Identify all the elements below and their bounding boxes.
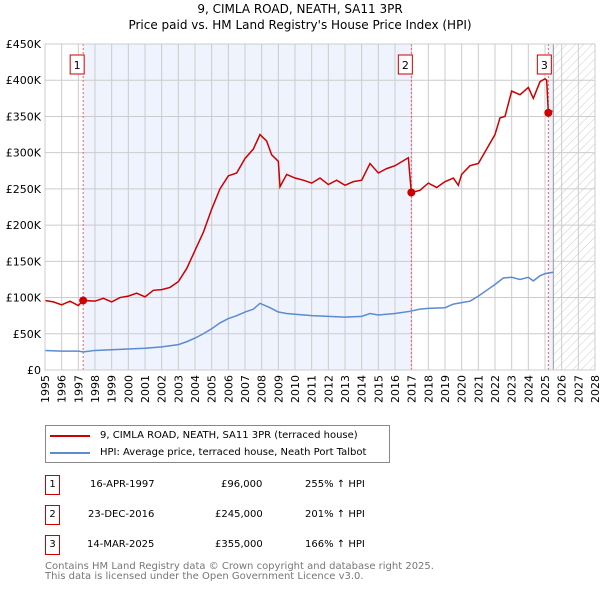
sale-label-box [69, 54, 85, 75]
sale-marker: 1 [45, 475, 60, 495]
sale-marker: 3 [45, 535, 60, 555]
sale-point [544, 108, 553, 117]
y-tick-label: £0 [27, 364, 41, 377]
x-tick-label: 2001 [139, 375, 152, 403]
plot-border [44, 43, 596, 371]
x-tick-label: 2002 [156, 375, 169, 403]
legend-swatch [50, 451, 90, 454]
x-tick-label: 1996 [56, 375, 69, 403]
x-tick-label: 2014 [356, 375, 369, 403]
y-tick-label: £200K [6, 219, 42, 232]
forecast-hatch [553, 44, 595, 370]
legend-item-property: 9, CIMLA ROAD, NEATH, SA11 3PR (terraced… [50, 430, 358, 441]
legend: 9, CIMLA ROAD, NEATH, SA11 3PR (terraced… [45, 425, 390, 463]
x-tick-label: 2013 [339, 375, 352, 403]
y-tick-label: £300K [6, 147, 42, 160]
sale-price: £355,000 [215, 539, 263, 550]
x-tick-label: 1995 [39, 375, 52, 403]
x-tick-label: 2011 [306, 375, 319, 403]
x-tick-label: 2008 [256, 375, 269, 403]
footer-licence: This data is licensed under the Open Gov… [45, 571, 364, 582]
sale-row: 2 23-DEC-2016 £245,000 201% ↑ HPI [45, 505, 445, 525]
sale-label: 1 [74, 59, 81, 72]
x-tick-label: 2025 [539, 375, 552, 403]
ownership-band [548, 44, 554, 370]
y-tick-label: £350K [6, 110, 42, 123]
sale-marker: 2 [45, 505, 60, 525]
hpi-line [44, 271, 554, 353]
y-tick-label: £450K [6, 38, 42, 51]
property-line [44, 77, 553, 307]
footer-copyright: Contains HM Land Registry data © Crown c… [45, 561, 434, 572]
x-tick-label: 2019 [439, 375, 452, 403]
x-tick-label: 2027 [572, 375, 585, 403]
sale-label-box [397, 54, 413, 75]
x-tick-label: 1999 [106, 375, 119, 403]
sale-hpi: 255% ↑ HPI [305, 479, 365, 490]
x-tick-label: 2012 [322, 375, 335, 403]
sale-point [407, 188, 416, 197]
x-tick-label: 2007 [239, 375, 252, 403]
sale-point [79, 296, 88, 305]
sale-price: £96,000 [221, 479, 263, 490]
legend-item-hpi: HPI: Average price, terraced house, Neat… [50, 447, 366, 458]
sale-row: 1 16-APR-1997 £96,000 255% ↑ HPI [45, 475, 445, 495]
x-tick-label: 2023 [506, 375, 519, 403]
chart-title: 9, CIMLA ROAD, NEATH, SA11 3PR [197, 2, 403, 16]
legend-label: HPI: Average price, terraced house, Neat… [100, 447, 367, 458]
x-tick-label: 2017 [406, 375, 419, 403]
legend-swatch [50, 434, 90, 437]
y-tick-label: £50K [13, 328, 42, 341]
ownership-band [83, 44, 412, 370]
x-tick-label: 1998 [89, 375, 102, 403]
x-tick-label: 2009 [272, 375, 285, 403]
sale-date: 14-MAR-2025 [87, 539, 155, 550]
x-tick-label: 2018 [422, 375, 435, 403]
x-tick-label: 2024 [522, 375, 535, 403]
x-tick-label: 2028 [589, 375, 600, 403]
x-tick-label: 2022 [489, 375, 502, 403]
x-tick-label: 2016 [389, 375, 402, 403]
sale-label: 3 [541, 59, 548, 72]
sale-row: 3 14-MAR-2025 £355,000 166% ↑ HPI [45, 535, 445, 555]
x-tick-label: 2015 [372, 375, 385, 403]
legend-label: 9, CIMLA ROAD, NEATH, SA11 3PR (terraced… [100, 430, 358, 441]
y-tick-label: £400K [6, 74, 42, 87]
x-tick-label: 2000 [122, 375, 135, 403]
x-tick-label: 2006 [222, 375, 235, 403]
sale-label: 2 [402, 59, 409, 72]
y-tick-label: £250K [6, 183, 42, 196]
x-tick-label: 2003 [172, 375, 185, 403]
x-tick-label: 2010 [289, 375, 302, 403]
x-tick-label: 2026 [556, 375, 569, 403]
y-tick-label: £100K [6, 292, 42, 305]
sale-date: 23-DEC-2016 [88, 509, 155, 520]
sale-date: 16-APR-1997 [90, 479, 155, 490]
x-tick-label: 1997 [72, 375, 85, 403]
chart-subtitle: Price paid vs. HM Land Registry's House … [128, 18, 472, 32]
y-tick-label: £150K [6, 255, 42, 268]
sale-label-box [536, 54, 552, 75]
sale-price: £245,000 [215, 509, 263, 520]
plot: 1995 1996 1997 1998 1999 2000 2001 2002 2003 2004… [6, 38, 600, 403]
x-tick-label: 2005 [206, 375, 219, 403]
x-tick-label: 2004 [189, 375, 202, 403]
x-tick-label: 2020 [456, 375, 469, 403]
sale-hpi: 201% ↑ HPI [305, 509, 365, 520]
sale-hpi: 166% ↑ HPI [305, 539, 365, 550]
x-tick-label: 2021 [472, 375, 485, 403]
